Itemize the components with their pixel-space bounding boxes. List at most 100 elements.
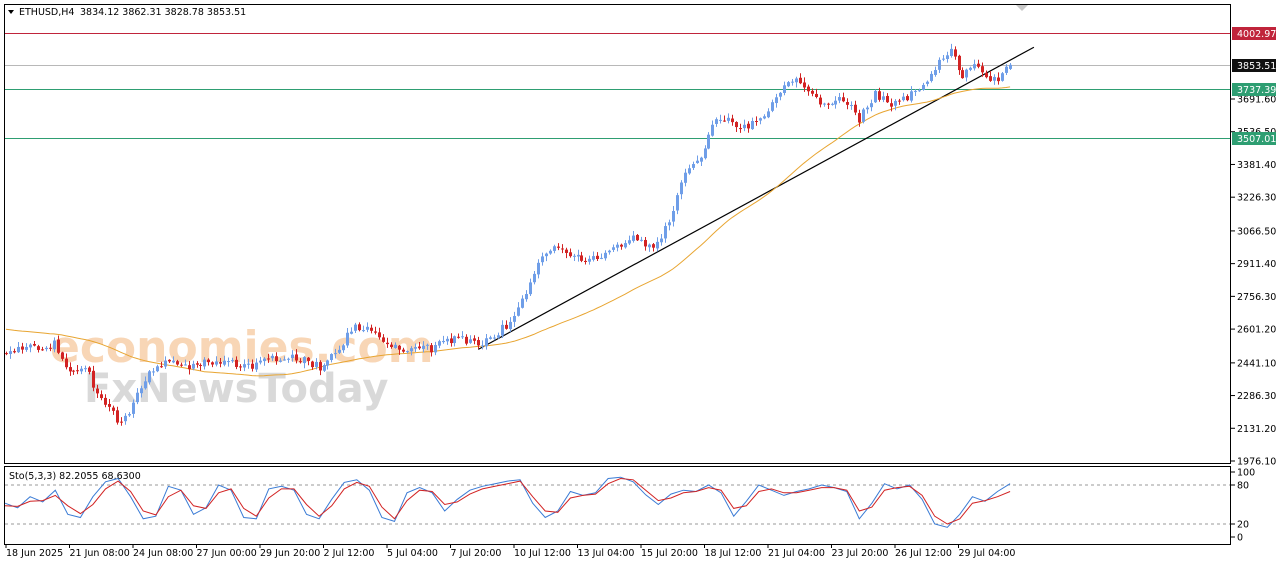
candle-body[interactable] xyxy=(366,326,369,330)
candle-body[interactable] xyxy=(779,92,782,97)
candle-body[interactable] xyxy=(529,282,532,295)
candle-body[interactable] xyxy=(672,210,675,222)
candle-body[interactable] xyxy=(850,105,853,107)
candle-body[interactable] xyxy=(993,76,996,81)
candle-body[interactable] xyxy=(45,347,48,350)
candle-body[interactable] xyxy=(747,123,750,129)
candle-body[interactable] xyxy=(501,324,504,336)
candle-body[interactable] xyxy=(723,120,726,122)
candle-body[interactable] xyxy=(227,361,230,363)
candle-body[interactable] xyxy=(1005,66,1008,73)
candle-body[interactable] xyxy=(799,77,802,84)
candle-body[interactable] xyxy=(664,226,667,239)
candle-body[interactable] xyxy=(918,90,921,92)
candle-body[interactable] xyxy=(410,348,413,352)
candle-body[interactable] xyxy=(438,341,441,346)
candle-body[interactable] xyxy=(72,370,75,372)
candle-body[interactable] xyxy=(596,255,599,260)
candle-body[interactable] xyxy=(398,345,401,350)
candle-body[interactable] xyxy=(338,349,341,353)
candle-body[interactable] xyxy=(961,70,964,79)
candle-body[interactable] xyxy=(172,360,175,363)
candle-body[interactable] xyxy=(803,82,806,88)
candle-body[interactable] xyxy=(295,354,298,361)
candle-body[interactable] xyxy=(846,102,849,105)
candle-body[interactable] xyxy=(894,100,897,106)
candle-body[interactable] xyxy=(700,157,703,162)
candle-body[interactable] xyxy=(692,164,695,168)
candle-body[interactable] xyxy=(461,336,464,338)
candle-body[interactable] xyxy=(243,364,246,368)
candle-body[interactable] xyxy=(509,321,512,330)
candle-body[interactable] xyxy=(521,298,524,308)
candle-body[interactable] xyxy=(632,235,635,241)
candle-body[interactable] xyxy=(965,69,968,78)
candle-body[interactable] xyxy=(104,397,107,405)
candle-body[interactable] xyxy=(791,81,794,83)
candle-body[interactable] xyxy=(537,262,540,275)
candle-body[interactable] xyxy=(414,347,417,349)
candle-body[interactable] xyxy=(775,97,778,104)
candle-body[interactable] xyxy=(787,82,790,87)
candle-body[interactable] xyxy=(914,90,917,92)
candle-body[interactable] xyxy=(608,250,611,253)
candle-body[interactable] xyxy=(386,342,389,345)
candle-body[interactable] xyxy=(525,294,528,300)
candle-body[interactable] xyxy=(446,338,449,342)
candle-body[interactable] xyxy=(886,95,889,103)
candle-body[interactable] xyxy=(37,346,40,350)
candle-body[interactable] xyxy=(69,367,72,372)
candle-body[interactable] xyxy=(370,327,373,331)
candle-body[interactable] xyxy=(719,119,722,121)
candle-body[interactable] xyxy=(192,363,195,369)
candle-body[interactable] xyxy=(946,55,949,60)
stochastic-main-line[interactable] xyxy=(4,476,1011,528)
candle-body[interactable] xyxy=(80,368,83,372)
candle-body[interactable] xyxy=(600,257,603,259)
candle-body[interactable] xyxy=(255,362,258,370)
candle-body[interactable] xyxy=(378,332,381,338)
candle-body[interactable] xyxy=(866,107,869,110)
candle-body[interactable] xyxy=(680,182,683,195)
candle-body[interactable] xyxy=(211,362,214,365)
candle-body[interactable] xyxy=(910,91,913,101)
candle-body[interactable] xyxy=(152,371,155,373)
candle-body[interactable] xyxy=(263,358,266,362)
candle-body[interactable] xyxy=(219,362,222,364)
candle-body[interactable] xyxy=(239,366,242,368)
candle-body[interactable] xyxy=(715,119,718,124)
candle-body[interactable] xyxy=(112,407,115,411)
candle-body[interactable] xyxy=(565,249,568,253)
candle-body[interactable] xyxy=(517,307,520,316)
candle-body[interactable] xyxy=(303,357,306,364)
candle-body[interactable] xyxy=(811,90,814,94)
candle-body[interactable] xyxy=(743,124,746,129)
candle-body[interactable] xyxy=(203,359,206,367)
candle-body[interactable] xyxy=(969,67,972,70)
candle-body[interactable] xyxy=(144,381,147,389)
candle-body[interactable] xyxy=(561,248,564,250)
candle-body[interactable] xyxy=(61,352,64,359)
candle-body[interactable] xyxy=(9,351,12,354)
candle-body[interactable] xyxy=(57,339,60,353)
candle-body[interactable] xyxy=(21,346,24,350)
candle-body[interactable] xyxy=(890,103,893,107)
candle-body[interactable] xyxy=(767,111,770,118)
candle-body[interactable] xyxy=(326,360,329,366)
candle-body[interactable] xyxy=(358,324,361,331)
candle-body[interactable] xyxy=(168,359,171,362)
candle-body[interactable] xyxy=(422,345,425,349)
candle-body[interactable] xyxy=(418,346,421,349)
candle-body[interactable] xyxy=(624,243,627,248)
candle-body[interactable] xyxy=(184,364,187,366)
candle-body[interactable] xyxy=(342,345,345,351)
stochastic-signal-line[interactable] xyxy=(4,477,1011,525)
candle-body[interactable] xyxy=(84,368,87,370)
candle-body[interactable] xyxy=(684,172,687,183)
candle-body[interactable] xyxy=(299,361,302,363)
candle-body[interactable] xyxy=(96,388,99,394)
candle-body[interactable] xyxy=(573,255,576,257)
candle-body[interactable] xyxy=(577,254,580,257)
